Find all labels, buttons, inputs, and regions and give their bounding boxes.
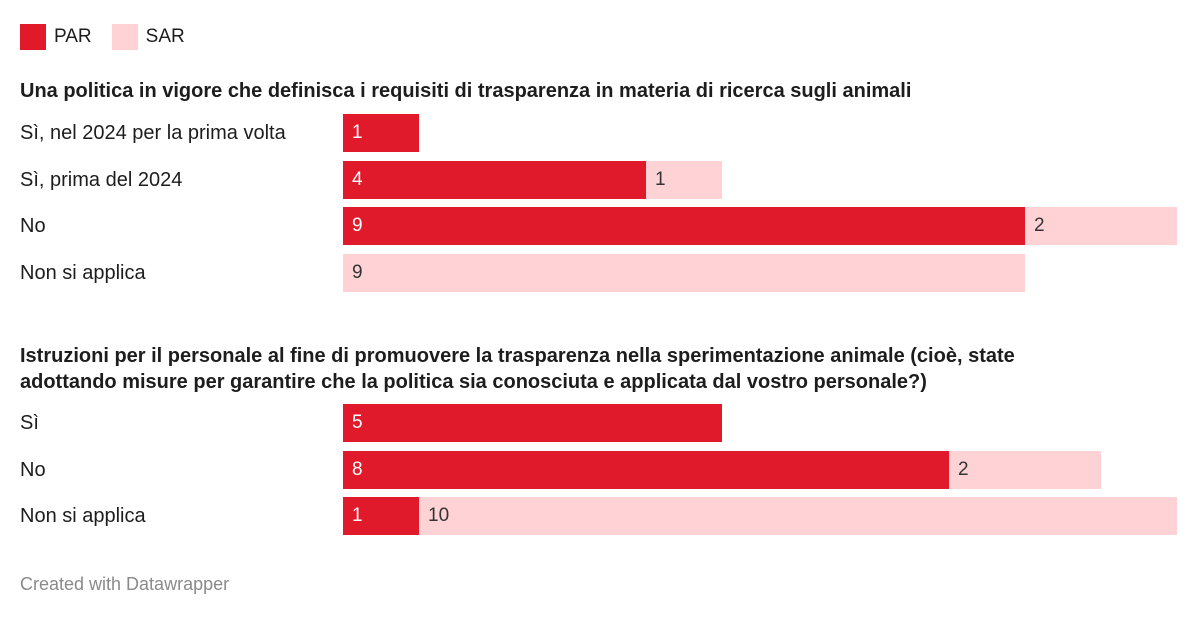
chart1-row-label: Sì, prima del 2024 bbox=[20, 168, 183, 191]
chart2-bar-value-par: 8 bbox=[352, 458, 363, 480]
chart1-bar-value-par: 9 bbox=[352, 215, 363, 236]
chart1-bar-par bbox=[343, 207, 1025, 245]
chart2-title-line1: Istruzioni per il personale al fine di p… bbox=[20, 345, 1015, 367]
chart1-bar-sar bbox=[1025, 207, 1177, 245]
chart1-row-label: No bbox=[20, 215, 46, 237]
legend-item-sar: SAR bbox=[111, 24, 185, 50]
legend-swatch-par bbox=[20, 24, 46, 50]
chart1-bar-sar bbox=[646, 160, 722, 199]
chart1-bar-par bbox=[343, 114, 419, 152]
chart1-bar-sar bbox=[343, 253, 1025, 292]
chart1-row-label: Non si applica bbox=[20, 261, 146, 284]
legend-item-par: PAR bbox=[20, 24, 92, 50]
chart1-bar-value-par: 4 bbox=[352, 168, 363, 190]
chart2-bar-par bbox=[343, 404, 722, 442]
chart2-bar-value-sar: 2 bbox=[958, 458, 969, 480]
chart1-bar-value-sar: 9 bbox=[352, 261, 363, 283]
chart1-bar-value-par: 1 bbox=[352, 122, 363, 143]
chart2-row-label: Non si applica bbox=[20, 505, 146, 527]
chart2-bar-value-par: 5 bbox=[352, 412, 363, 433]
chart1-row-label: Sì, nel 2024 per la prima volta bbox=[20, 122, 286, 144]
chart2-bar-value-par: 1 bbox=[352, 505, 363, 526]
chart2-title: Istruzioni per il personale al fine di p… bbox=[20, 343, 1015, 395]
footer-credit: Created with Datawrapper bbox=[20, 574, 230, 594]
legend-label-sar: SAR bbox=[145, 26, 185, 47]
chart2-bar-sar bbox=[949, 450, 1101, 489]
chart2-title-line2: adottando misure per garantire che la po… bbox=[20, 371, 927, 393]
chart1-bar-value-sar: 2 bbox=[1034, 215, 1045, 236]
chart1-bar-value-sar: 1 bbox=[655, 168, 666, 190]
legend-swatch-sar bbox=[111, 24, 138, 50]
chart2-bar-par bbox=[343, 450, 949, 489]
chart2-row-label: No bbox=[20, 458, 46, 481]
legend-label-par: PAR bbox=[54, 26, 92, 47]
chart1-bar-par bbox=[343, 160, 646, 199]
chart2-bar-par bbox=[343, 497, 419, 535]
legend: PAR SAR bbox=[20, 24, 185, 50]
chart2-bar-value-sar: 10 bbox=[428, 505, 450, 526]
chart1-title: Una politica in vigore che definisca i r… bbox=[20, 80, 912, 102]
chart2-bar-sar bbox=[419, 497, 1177, 535]
chart2-row-label: Sì bbox=[20, 412, 39, 434]
